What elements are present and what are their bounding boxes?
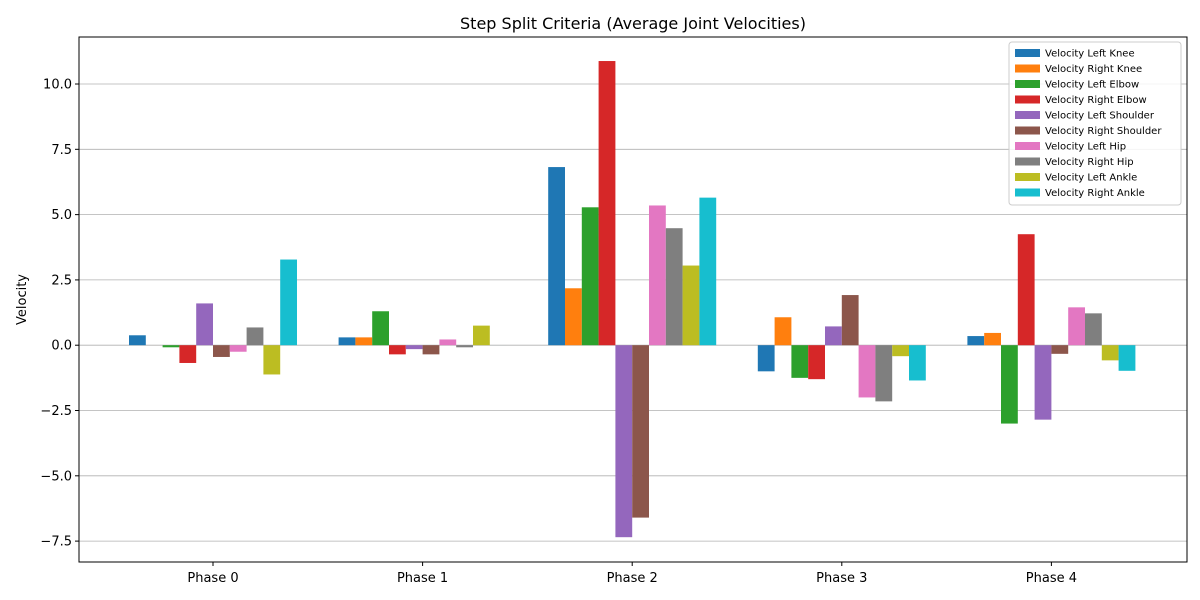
y-ticks: −7.5 −5.0 −2.5 0.0 2.5 5.0 7.5 10.0 (40, 78, 79, 550)
x-tick-label: Phase 2 (607, 571, 658, 586)
bar-velocity-left-elbow-2 (581, 207, 599, 346)
bar-velocity-left-knee-0 (129, 335, 146, 346)
bar-velocity-left-shoulder-3 (825, 326, 842, 346)
bar-velocity-right-hip-4 (1085, 313, 1102, 346)
bar-velocity-left-hip-0 (229, 345, 247, 352)
legend-swatch (1015, 111, 1040, 119)
legend-label: Velocity Right Hip (1045, 157, 1134, 168)
legend-label: Velocity Left Knee (1045, 49, 1135, 60)
bar-velocity-left-shoulder-2 (615, 345, 633, 538)
bar-velocity-left-knee-4 (967, 336, 985, 346)
bar-velocity-right-elbow-4 (1017, 234, 1035, 346)
y-tick-label: −2.5 (40, 404, 72, 419)
bar-velocity-right-shoulder-0 (213, 345, 230, 357)
y-tick-label: −5.0 (40, 469, 72, 484)
bar-velocity-right-knee-4 (984, 332, 1001, 346)
legend-swatch (1015, 49, 1040, 57)
bar-velocity-right-hip-3 (875, 345, 893, 402)
chart-title: Step Split Criteria (Average Joint Veloc… (460, 14, 806, 33)
legend-label: Velocity Left Hip (1045, 142, 1126, 153)
bar-velocity-left-elbow-0 (162, 345, 180, 348)
bar-velocity-left-ankle-1 (473, 325, 490, 346)
bar-velocity-right-knee-3 (774, 317, 792, 346)
legend-swatch (1015, 95, 1040, 104)
bar-velocity-right-shoulder-1 (422, 345, 440, 355)
legend-swatch (1015, 173, 1040, 181)
bar-velocity-left-hip-2 (649, 205, 666, 346)
bars (129, 61, 1136, 538)
bar-velocity-left-shoulder-1 (405, 345, 423, 350)
legend-swatch (1015, 64, 1040, 73)
legend-swatch (1015, 157, 1040, 166)
bar-velocity-left-shoulder-0 (196, 303, 213, 346)
legend-label: Velocity Left Ankle (1045, 173, 1137, 184)
y-tick-label: −7.5 (40, 535, 72, 550)
legend-label: Velocity Right Knee (1045, 64, 1142, 75)
bar-velocity-right-knee-2 (565, 288, 582, 346)
x-tick-label: Phase 3 (816, 571, 867, 586)
y-tick-label: 5.0 (51, 208, 72, 223)
bar-velocity-left-hip-1 (439, 339, 457, 346)
bar-velocity-right-shoulder-4 (1051, 345, 1069, 354)
legend-swatch (1015, 126, 1040, 135)
y-tick-label: 7.5 (51, 143, 72, 158)
bar-velocity-right-ankle-3 (909, 345, 926, 381)
bar-velocity-left-elbow-4 (1001, 345, 1018, 424)
bar-velocity-right-ankle-2 (699, 197, 717, 346)
bar-velocity-right-elbow-3 (808, 345, 825, 380)
x-tick-label: Phase 0 (187, 571, 238, 586)
legend-label: Velocity Right Elbow (1045, 95, 1147, 106)
legend-swatch (1015, 80, 1040, 88)
bar-velocity-right-ankle-0 (280, 259, 297, 346)
y-tick-label: 2.5 (51, 273, 72, 288)
x-tick-label: Phase 1 (397, 571, 448, 586)
bar-velocity-left-knee-3 (757, 345, 775, 372)
y-tick-label: 0.0 (51, 339, 72, 354)
bar-velocity-left-shoulder-4 (1034, 345, 1052, 420)
legend-swatch (1015, 142, 1040, 150)
plot-frame (78, 36, 1188, 563)
y-axis-label: Velocity (15, 274, 30, 325)
bar-velocity-right-elbow-0 (179, 345, 197, 363)
bar-velocity-right-elbow-1 (389, 345, 406, 355)
bar-velocity-left-elbow-3 (791, 345, 809, 378)
bar-velocity-left-ankle-3 (892, 345, 909, 357)
legend-swatch (1015, 188, 1040, 197)
legend-label: Velocity Left Elbow (1045, 80, 1139, 91)
bar-velocity-right-shoulder-2 (632, 345, 649, 518)
bar-velocity-left-ankle-4 (1101, 345, 1119, 361)
bar-velocity-left-ankle-2 (682, 265, 700, 346)
bar-velocity-left-knee-2 (548, 167, 565, 346)
bar-velocity-left-ankle-0 (263, 345, 281, 375)
legend: Velocity Left Knee Velocity Right Knee Vel… (1008, 41, 1182, 206)
legend-box (1008, 41, 1182, 206)
bar-velocity-left-hip-4 (1068, 307, 1085, 346)
bar-velocity-right-hip-1 (456, 345, 473, 348)
bar-velocity-left-hip-3 (858, 345, 876, 398)
bar-velocity-right-elbow-2 (598, 61, 616, 346)
x-ticks: Phase 0 Phase 1 Phase 2 Phase 3 Phase 4 (187, 562, 1077, 586)
legend-label: Velocity Right Ankle (1045, 188, 1145, 199)
bar-velocity-left-elbow-1 (372, 311, 389, 346)
bar-velocity-right-hip-0 (246, 327, 264, 346)
bar-velocity-right-knee-1 (355, 337, 373, 346)
legend-label: Velocity Left Shoulder (1045, 111, 1155, 122)
legend-label: Velocity Right Shoulder (1045, 126, 1162, 137)
bar-velocity-right-shoulder-3 (841, 295, 859, 346)
x-tick-label: Phase 4 (1026, 571, 1077, 586)
y-tick-label: 10.0 (43, 78, 72, 93)
bar-velocity-left-knee-1 (338, 337, 356, 346)
bar-velocity-right-hip-2 (665, 228, 683, 346)
bar-velocity-right-ankle-4 (1118, 345, 1136, 371)
